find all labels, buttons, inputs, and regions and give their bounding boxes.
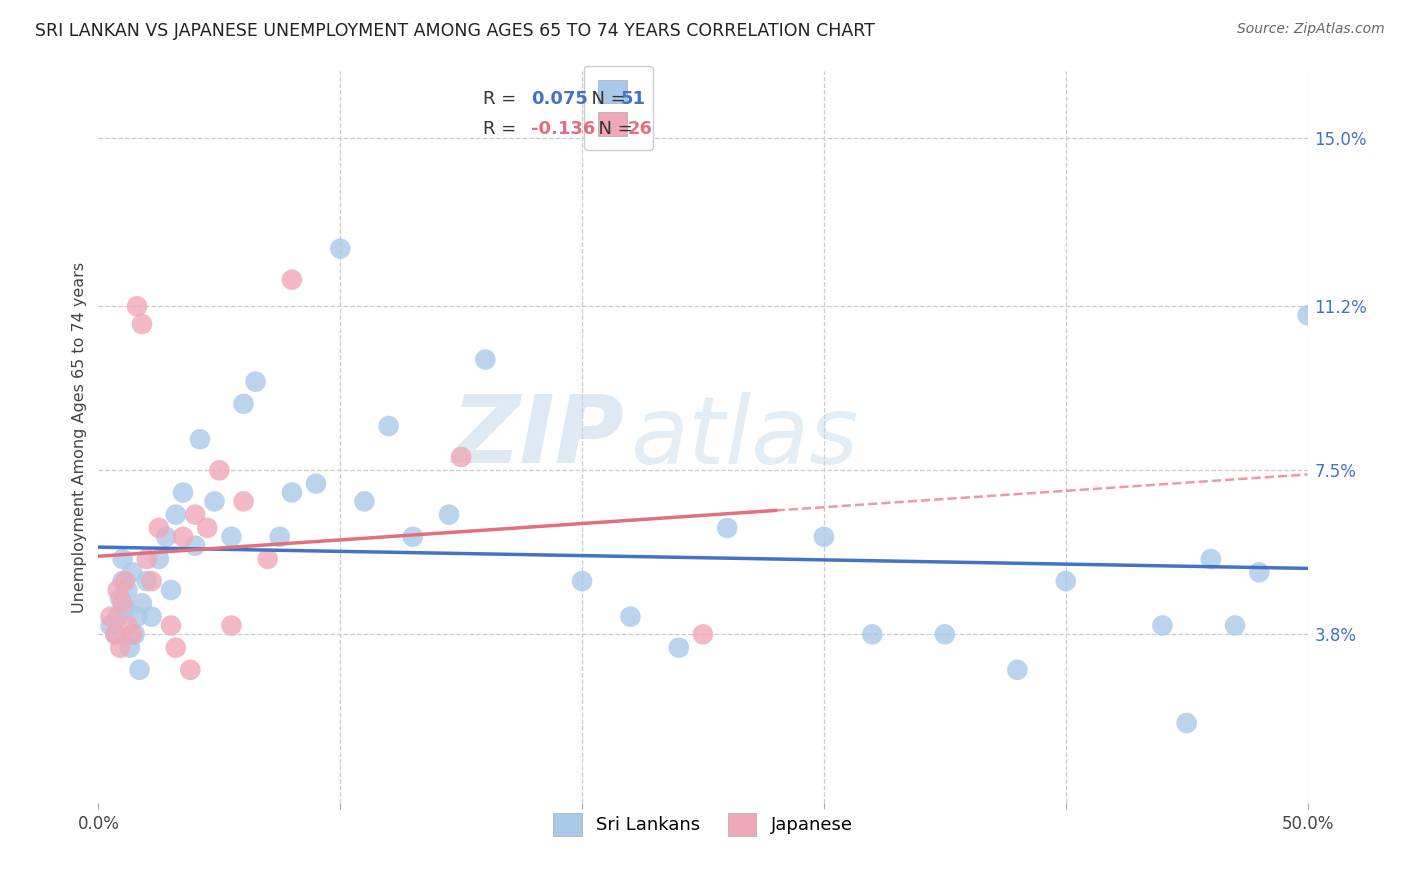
Text: ZIP: ZIP xyxy=(451,391,624,483)
Point xyxy=(131,317,153,331)
Point xyxy=(195,521,218,535)
Point xyxy=(188,432,211,446)
Point xyxy=(221,530,243,544)
Point xyxy=(172,485,194,500)
Point xyxy=(245,375,267,389)
Point xyxy=(281,273,304,287)
Text: 0.075: 0.075 xyxy=(531,90,588,108)
Point xyxy=(118,640,141,655)
Point xyxy=(208,463,231,477)
Point xyxy=(172,530,194,544)
Text: -0.136: -0.136 xyxy=(531,120,596,137)
Point xyxy=(128,663,150,677)
Point xyxy=(860,627,883,641)
Point xyxy=(813,530,835,544)
Point xyxy=(114,574,136,589)
Point xyxy=(474,352,496,367)
Text: N =: N = xyxy=(579,90,631,108)
Point xyxy=(104,627,127,641)
Point xyxy=(111,596,134,610)
Point xyxy=(148,521,170,535)
Point xyxy=(127,609,149,624)
Point xyxy=(111,552,134,566)
Point xyxy=(1175,716,1198,731)
Point xyxy=(184,539,207,553)
Point xyxy=(305,476,328,491)
Point xyxy=(204,494,226,508)
Point xyxy=(221,618,243,632)
Text: Source: ZipAtlas.com: Source: ZipAtlas.com xyxy=(1237,22,1385,37)
Point xyxy=(121,627,143,641)
Point xyxy=(571,574,593,589)
Point xyxy=(1007,663,1029,677)
Point xyxy=(108,591,131,606)
Point xyxy=(114,600,136,615)
Point xyxy=(117,582,139,597)
Point xyxy=(232,397,254,411)
Point xyxy=(111,574,134,589)
Point xyxy=(100,609,122,624)
Point xyxy=(141,609,163,624)
Point xyxy=(165,640,187,655)
Text: N =: N = xyxy=(586,120,638,137)
Point xyxy=(619,609,641,624)
Point xyxy=(160,582,183,597)
Point xyxy=(155,530,177,544)
Point xyxy=(160,618,183,632)
Text: atlas: atlas xyxy=(630,392,859,483)
Text: 26: 26 xyxy=(628,120,652,137)
Point xyxy=(1249,566,1271,580)
Point xyxy=(256,552,278,566)
Point xyxy=(1199,552,1222,566)
Point xyxy=(716,521,738,535)
Point xyxy=(1054,574,1077,589)
Point xyxy=(281,485,304,500)
Point xyxy=(108,640,131,655)
Point xyxy=(135,574,157,589)
Legend: Sri Lankans, Japanese: Sri Lankans, Japanese xyxy=(540,800,866,848)
Point xyxy=(104,627,127,641)
Point xyxy=(100,618,122,632)
Point xyxy=(107,609,129,624)
Point xyxy=(148,552,170,566)
Point xyxy=(141,574,163,589)
Point xyxy=(107,582,129,597)
Text: R =: R = xyxy=(482,90,522,108)
Point xyxy=(377,419,399,434)
Point xyxy=(135,552,157,566)
Point xyxy=(934,627,956,641)
Y-axis label: Unemployment Among Ages 65 to 74 years: Unemployment Among Ages 65 to 74 years xyxy=(72,261,87,613)
Point xyxy=(402,530,425,544)
Text: 51: 51 xyxy=(621,90,645,108)
Point xyxy=(131,596,153,610)
Point xyxy=(450,450,472,464)
Point xyxy=(1296,308,1319,322)
Point xyxy=(329,242,352,256)
Point xyxy=(353,494,375,508)
Point xyxy=(692,627,714,641)
Text: R =: R = xyxy=(482,120,522,137)
Point xyxy=(124,627,146,641)
Point xyxy=(269,530,291,544)
Point xyxy=(165,508,187,522)
Point xyxy=(184,508,207,522)
Point xyxy=(668,640,690,655)
Point xyxy=(127,299,149,313)
Point xyxy=(232,494,254,508)
Text: SRI LANKAN VS JAPANESE UNEMPLOYMENT AMONG AGES 65 TO 74 YEARS CORRELATION CHART: SRI LANKAN VS JAPANESE UNEMPLOYMENT AMON… xyxy=(35,22,875,40)
Point xyxy=(437,508,460,522)
Point xyxy=(121,566,143,580)
Point xyxy=(179,663,201,677)
Point xyxy=(1152,618,1174,632)
Point xyxy=(117,618,139,632)
Point xyxy=(1223,618,1246,632)
